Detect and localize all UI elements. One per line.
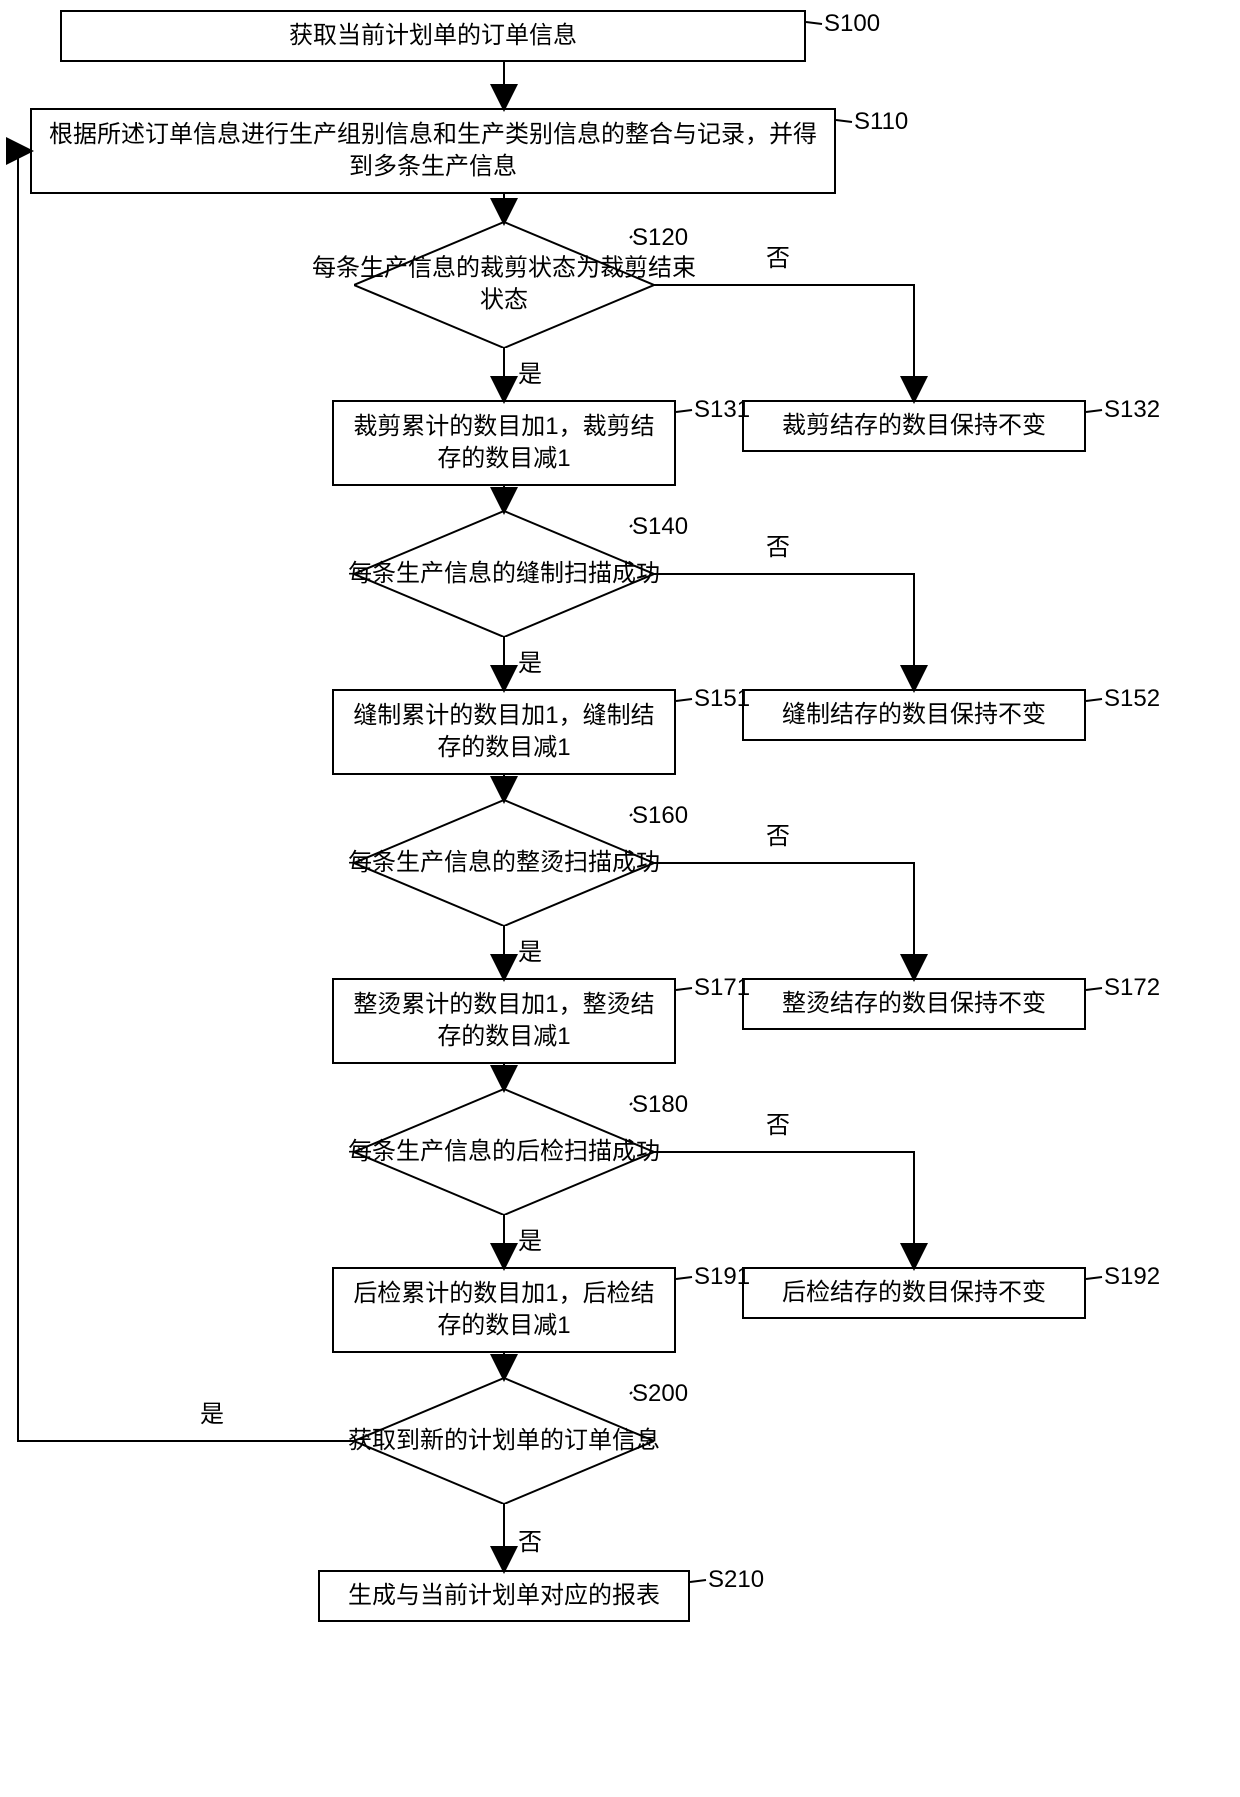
node-text: 每条生产信息的缝制扫描成功 (348, 560, 660, 587)
node-S151: 缝制累计的数目加1，缝制结存的数目减1 (332, 689, 676, 775)
step-label-S160: S160 (632, 802, 688, 830)
step-label-S110: S110 (854, 108, 908, 136)
step-label-S172: S172 (1104, 974, 1160, 1002)
step-label-text: S140 (632, 513, 688, 540)
node-text: 后检结存的数目保持不变 (782, 1277, 1046, 1309)
node-S210: 生成与当前计划单对应的报表 (318, 1570, 690, 1622)
node-text: 缝制累计的数目加1，缝制结存的数目减1 (348, 700, 660, 765)
step-label-S131: S131 (694, 396, 750, 424)
node-S120: 每条生产信息的裁剪状态为裁剪结束状态 (354, 222, 654, 348)
step-label-text: S200 (632, 1380, 688, 1407)
node-S160: 每条生产信息的整烫扫描成功 (354, 800, 654, 926)
step-label-S200: S200 (632, 1380, 688, 1408)
step-label-S151: S151 (694, 685, 750, 713)
step-label-text: S100 (824, 10, 880, 37)
edge-label: 是 (518, 1228, 542, 1255)
step-label-S191: S191 (694, 1263, 750, 1291)
node-text: 缝制结存的数目保持不变 (782, 699, 1046, 731)
step-label-text: S171 (694, 974, 750, 1001)
node-S180: 每条生产信息的后检扫描成功 (354, 1089, 654, 1215)
step-label-text: S110 (854, 108, 908, 135)
step-label-text: S120 (632, 224, 688, 251)
edge-label: 是 (518, 361, 542, 388)
step-label-text: S152 (1104, 685, 1160, 712)
node-S131: 裁剪累计的数目加1，裁剪结存的数目减1 (332, 400, 676, 486)
node-S132: 裁剪结存的数目保持不变 (742, 400, 1086, 452)
node-text: 整烫结存的数目保持不变 (782, 988, 1046, 1020)
edge-label: 是 (518, 939, 542, 966)
node-text: 整烫累计的数目加1，整烫结存的数目减1 (348, 989, 660, 1054)
node-text: 每条生产信息的整烫扫描成功 (348, 849, 660, 876)
step-label-text: S191 (694, 1263, 750, 1290)
step-label-text: S180 (632, 1091, 688, 1118)
node-S172: 整烫结存的数目保持不变 (742, 978, 1086, 1030)
step-label-text: S172 (1104, 974, 1160, 1001)
edge-label: 是 (200, 1401, 224, 1428)
step-label-S152: S152 (1104, 685, 1160, 713)
step-label-text: S210 (708, 1566, 764, 1593)
node-text: 每条生产信息的后检扫描成功 (348, 1138, 660, 1165)
node-S110: 根据所述订单信息进行生产组别信息和生产类别信息的整合与记录，并得到多条生产信息 (30, 108, 836, 194)
step-label-S171: S171 (694, 974, 750, 1002)
step-label-S100: S100 (824, 10, 880, 38)
step-label-text: S151 (694, 685, 750, 712)
node-text: 获取到新的计划单的订单信息 (348, 1427, 660, 1454)
node-S191: 后检累计的数目加1，后检结存的数目减1 (332, 1267, 676, 1353)
edge-label: 否 (766, 245, 790, 272)
edge-label: 否 (518, 1529, 542, 1556)
flowchart-container: 获取当前计划单的订单信息根据所述订单信息进行生产组别信息和生产类别信息的整合与记… (0, 0, 1240, 1797)
edge-label: 否 (766, 1112, 790, 1139)
node-S192: 后检结存的数目保持不变 (742, 1267, 1086, 1319)
node-text: 裁剪累计的数目加1，裁剪结存的数目减1 (348, 411, 660, 476)
step-label-S140: S140 (632, 513, 688, 541)
node-S100: 获取当前计划单的订单信息 (60, 10, 806, 62)
node-text: 根据所述订单信息进行生产组别信息和生产类别信息的整合与记录，并得到多条生产信息 (46, 119, 820, 184)
node-text: 每条生产信息的裁剪状态为裁剪结束状态 (312, 255, 696, 314)
node-S140: 每条生产信息的缝制扫描成功 (354, 511, 654, 637)
step-label-S132: S132 (1104, 396, 1160, 424)
step-label-S180: S180 (632, 1091, 688, 1119)
step-label-text: S160 (632, 802, 688, 829)
node-text: 生成与当前计划单对应的报表 (348, 1580, 660, 1612)
step-label-S120: S120 (632, 224, 688, 252)
edge-label: 是 (518, 650, 542, 677)
step-label-text: S192 (1104, 1263, 1160, 1290)
node-S152: 缝制结存的数目保持不变 (742, 689, 1086, 741)
step-label-S192: S192 (1104, 1263, 1160, 1291)
step-label-text: S132 (1104, 396, 1160, 423)
step-label-text: S131 (694, 396, 750, 423)
node-S200: 获取到新的计划单的订单信息 (354, 1378, 654, 1504)
edge-label: 否 (766, 534, 790, 561)
edge-label: 否 (766, 823, 790, 850)
node-text: 裁剪结存的数目保持不变 (782, 410, 1046, 442)
node-text: 获取当前计划单的订单信息 (289, 20, 577, 52)
node-text: 后检累计的数目加1，后检结存的数目减1 (348, 1278, 660, 1343)
step-label-S210: S210 (708, 1566, 764, 1594)
node-S171: 整烫累计的数目加1，整烫结存的数目减1 (332, 978, 676, 1064)
